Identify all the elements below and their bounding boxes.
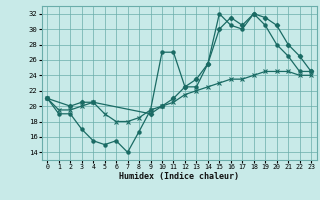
X-axis label: Humidex (Indice chaleur): Humidex (Indice chaleur) [119, 172, 239, 181]
